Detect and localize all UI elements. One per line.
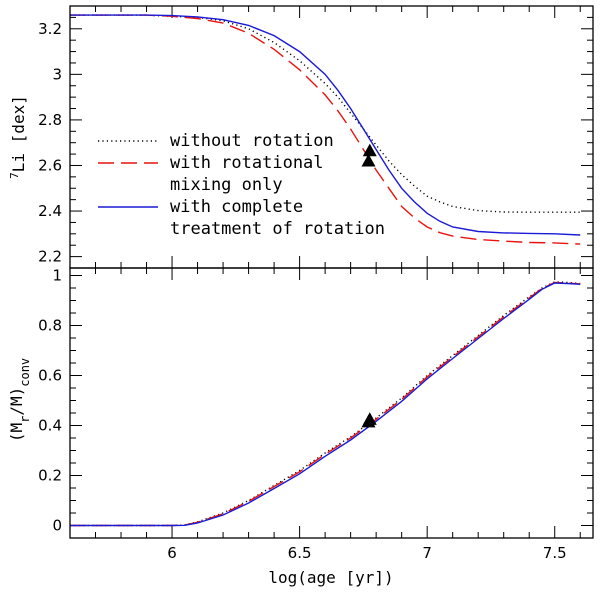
top-tick-labels: 2.2 2.4 2.6 2.8 3 3.2 (38, 20, 62, 266)
bottom-x-tick-label: 6 (167, 544, 177, 562)
top-y-tick-label: 2.2 (38, 248, 62, 266)
top-y-tick-label: 2.6 (38, 156, 62, 174)
legend-label-mix: mixing only (170, 175, 283, 195)
bottom-series (70, 281, 581, 527)
bottom-y-tick-label: 0.8 (38, 317, 62, 335)
bottom-markers (361, 412, 377, 428)
bottom-series-norot (70, 281, 581, 527)
bottom-x-tick-label: 6.5 (288, 544, 312, 562)
bottom-y-label-sub1: r (18, 416, 32, 423)
bottom-y-tick-label: 1 (52, 267, 62, 285)
bottom-series-mix (70, 281, 581, 527)
top-series (70, 14, 581, 245)
top-triangle-marker (362, 143, 377, 157)
bottom-y-axis-label: (Mr/M)conv (7, 358, 32, 442)
top-y-tick-label: 2.4 (38, 202, 62, 220)
top-y-tick-label: 3 (52, 65, 62, 83)
legend-label-norot: without rotation (170, 131, 334, 151)
top-y-axis-label: 7Li [dex] (8, 95, 29, 179)
bottom-y-label-open: (M (7, 423, 26, 442)
bottom-y-tick-label: 0.4 (38, 417, 62, 435)
top-series-full (70, 14, 581, 236)
panel-convective-mass: 0 0.2 0.4 0.6 0.8 1 6 6.5 7 7.5 (38, 267, 593, 563)
top-triangle-marker (361, 153, 376, 167)
legend-label-full: with complete (170, 197, 303, 217)
bottom-y-tick-label: 0 (52, 517, 62, 535)
legend-label-full: treatment of rotation (170, 219, 385, 239)
bottom-frame (69, 267, 594, 539)
top-ticks (69, 5, 593, 269)
bottom-y-label-mid: /M) (7, 387, 26, 416)
bottom-series-full (70, 282, 581, 527)
top-y-tick-label: 2.8 (38, 111, 62, 129)
bottom-tick-labels: 0 0.2 0.4 0.6 0.8 1 6 6.5 7 7.5 (38, 267, 567, 563)
top-y-tick-label: 3.2 (38, 20, 62, 38)
top-series-norot (70, 14, 581, 213)
bottom-triangle-marker (361, 414, 376, 428)
bottom-y-tick-label: 0.2 (38, 467, 62, 485)
top-markers (361, 143, 377, 167)
bottom-x-tick-label: 7 (422, 544, 432, 562)
x-axis-label: log(age [yr]) (268, 568, 393, 587)
top-series-mix (70, 14, 581, 245)
bottom-x-tick-label: 7.5 (543, 544, 567, 562)
bottom-y-label-sub2: conv (18, 358, 32, 387)
legend-label-mix: with rotational (170, 153, 324, 173)
bottom-y-tick-label: 0.6 (38, 367, 62, 385)
top-y-label-main: Li [dex] (9, 95, 28, 172)
top-y-label-sup: 7 (8, 172, 21, 179)
